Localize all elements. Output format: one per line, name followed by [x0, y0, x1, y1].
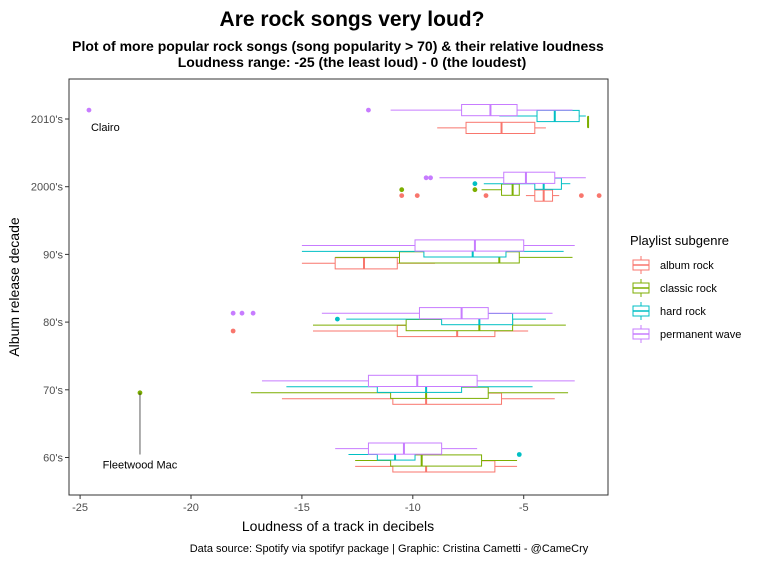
y-tick-label-70-s: 70's	[43, 385, 63, 397]
outlier-point-permanent-wave-80-s-2	[239, 310, 245, 316]
outlier-point-album-rock-2000-s-3	[414, 193, 420, 199]
x-tick-label-5: -5	[519, 502, 529, 514]
box-classic-rock-80-s	[312, 319, 566, 332]
box-permanent-wave-2010-s	[390, 104, 573, 117]
box-permanent-wave-70-s	[261, 374, 575, 387]
outlier-point-permanent-wave-2010-s-7	[366, 107, 371, 113]
box-permanent-wave-2000-s	[439, 171, 586, 184]
outlier-point-hard-rock-60-s-1	[516, 452, 522, 457]
iqr-box-album-rock-2010-s	[465, 121, 536, 135]
plot-layer: Clairo Fleetwood Mac	[86, 104, 602, 473]
box-classic-rock-2010-s	[587, 115, 590, 129]
iqr-box-permanent-wave-2000-s	[503, 171, 556, 184]
outlier-point-permanent-wave-2010-s-6	[86, 107, 92, 113]
outlier-point-album-rock-2000-s-4	[483, 193, 489, 199]
y-tick-label-2000-s: 2000's	[31, 182, 64, 194]
annotation-clairo: Clairo	[91, 122, 120, 134]
box-permanent-wave-60-s	[335, 442, 478, 455]
outlier-point-classic-rock-2000-s-3	[472, 187, 478, 193]
y-tick-label-60-s: 60's	[43, 453, 63, 465]
iqr-box-permanent-wave-60-s	[367, 442, 443, 455]
axes-layer: -25 -20 -15 -10 -5 60's 70's 80's 90's 2000's 2010…	[31, 114, 529, 514]
outlier-point-album-rock-80-s-1	[230, 328, 236, 334]
outlier-point-hard-rock-80-s-2	[334, 316, 340, 322]
box-album-rock-2000-s	[525, 189, 560, 202]
outlier-point-album-rock-2000-s-5	[578, 193, 584, 199]
x-tick-label-3: -15	[294, 502, 310, 514]
iqr-box-permanent-wave-80-s	[418, 307, 489, 320]
chart-caption: Data source: Spotify via spotifyr packag…	[190, 543, 589, 555]
legend-label-hard-rock: hard rock	[660, 306, 706, 318]
chart-title: Are rock songs very loud?	[220, 8, 485, 31]
iqr-box-permanent-wave-70-s	[367, 374, 478, 387]
y-tick-label-90-s: 90's	[43, 249, 63, 261]
iqr-box-permanent-wave-90-s	[414, 239, 525, 252]
outlier-point-permanent-wave-2000-s-5	[428, 175, 433, 181]
legend: Playlist subgenre album rock classic rock…	[630, 233, 741, 343]
x-tick-label-2: -20	[183, 502, 199, 514]
outlier-point-classic-rock-2000-s-2	[399, 187, 405, 193]
x-tick-label-1: -25	[72, 502, 88, 514]
chart-subtitle-line-1: Plot of more popular rock songs (song po…	[72, 38, 604, 54]
y-tick-label-80-s: 80's	[43, 317, 63, 329]
box-classic-rock-2000-s	[481, 183, 520, 196]
box-permanent-wave-80-s	[321, 307, 553, 320]
plot-panel	[68, 78, 609, 496]
y-tick-label-2010-s: 2010's	[31, 114, 64, 126]
chart-subtitle-line-2: Loudness range: -25 (the least loud) - 0…	[178, 54, 526, 70]
iqr-box-classic-rock-2000-s	[501, 183, 520, 196]
legend-item-classic-rock: classic rock	[632, 279, 717, 297]
legend-label-classic-rock: classic rock	[660, 283, 717, 295]
box-permanent-wave-90-s	[301, 239, 575, 252]
x-tick-label-4: -10	[405, 502, 421, 514]
iqr-box-album-rock-90-s	[334, 257, 398, 270]
outlier-point-hard-rock-2000-s-3	[472, 181, 478, 187]
legend-label-album-rock: album rock	[660, 260, 714, 272]
outlier-point-permanent-wave-80-s-1	[230, 310, 236, 316]
box-album-rock-2010-s	[437, 121, 546, 135]
legend-item-hard-rock: hard rock	[632, 302, 706, 320]
outlier-point-album-rock-2000-s-2	[399, 193, 405, 199]
legend-item-permanent-wave: permanent wave	[632, 325, 741, 343]
outlier-point-permanent-wave-80-s-3	[250, 310, 256, 316]
legend-label-permanent-wave: permanent wave	[660, 329, 741, 341]
iqr-box-permanent-wave-2010-s	[461, 104, 518, 117]
legend-title: Playlist subgenre	[630, 233, 729, 248]
outlier-point-permanent-wave-2000-s-4	[423, 175, 429, 181]
y-axis-title: Album release decade	[6, 217, 22, 357]
legend-item-album-rock: album rock	[632, 256, 714, 274]
annotation-fleetwood-mac: Fleetwood Mac	[103, 460, 178, 472]
outlier-point-album-rock-2000-s-6	[596, 193, 602, 199]
x-axis-title: Loudness of a track in decibels	[242, 518, 434, 534]
iqr-box-hard-rock-2010-s	[536, 109, 580, 123]
